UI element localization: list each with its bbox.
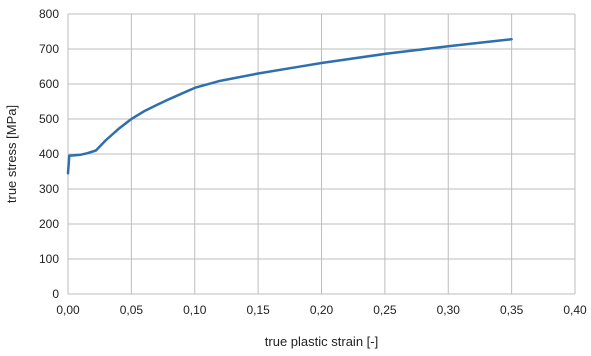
y-tick-label: 800 bbox=[39, 7, 59, 21]
y-tick-label: 700 bbox=[39, 42, 59, 56]
x-tick-label: 0,20 bbox=[310, 303, 334, 317]
y-tick-label: 300 bbox=[39, 182, 59, 196]
x-axis-tick-labels: 0,00 0,05 0,10 0,15 0,20 0,25 0,30 0,35 0,40 bbox=[56, 303, 587, 317]
x-tick-label: 0,30 bbox=[437, 303, 461, 317]
x-tick-label: 0,40 bbox=[563, 303, 587, 317]
y-tick-label: 0 bbox=[52, 287, 59, 301]
x-tick-label: 0,00 bbox=[56, 303, 80, 317]
series-line bbox=[66, 37, 513, 175]
y-axis-title: true stress [MPa] bbox=[4, 105, 19, 203]
x-tick-label: 0,35 bbox=[500, 303, 524, 317]
x-tick-label: 0,25 bbox=[373, 303, 397, 317]
x-tick-label: 0,05 bbox=[120, 303, 144, 317]
y-tick-label: 400 bbox=[39, 147, 59, 161]
series-layer bbox=[66, 37, 513, 175]
x-axis-title: true plastic strain [-] bbox=[265, 334, 378, 349]
y-tick-label: 500 bbox=[39, 112, 59, 126]
y-tick-label: 100 bbox=[39, 252, 59, 266]
y-axis-tick-labels: 0 100 200 300 400 500 600 700 800 bbox=[39, 7, 59, 301]
grid bbox=[67, 13, 576, 295]
x-tick-label: 0,10 bbox=[183, 303, 207, 317]
x-tick-label: 0,15 bbox=[246, 303, 270, 317]
y-tick-label: 200 bbox=[39, 217, 59, 231]
y-tick-label: 600 bbox=[39, 77, 59, 91]
